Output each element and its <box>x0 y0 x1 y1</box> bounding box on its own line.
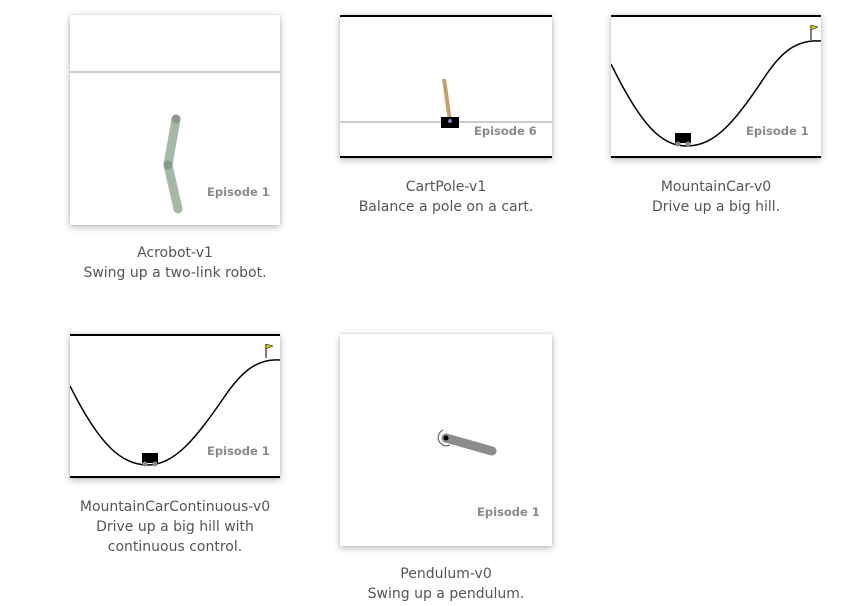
mountaincar-render <box>611 15 821 158</box>
pendulum-render <box>437 429 497 456</box>
env-caption: MountainCar-v0 Drive up a big hill. <box>596 177 836 217</box>
mountaincar-hill <box>611 40 821 147</box>
episode-label: Episode 6 <box>474 124 537 138</box>
mountaincarcontinuous-car <box>142 453 158 463</box>
mountaincarcontinuous-render <box>70 334 280 478</box>
env-description: Balance a pole on a cart. <box>358 199 534 215</box>
env-name[interactable]: Acrobot-v1 <box>137 245 213 261</box>
pendulum-pivot <box>443 435 449 441</box>
acrobot-link-1 <box>163 114 181 170</box>
mountaincarcontinuous-wheel <box>142 461 148 467</box>
cartpole-pole <box>442 78 452 122</box>
env-name[interactable]: CartPole-v1 <box>405 179 487 195</box>
env-caption: CartPole-v1 Balance a pole on a cart. <box>326 177 566 217</box>
acrobot-joint-1 <box>171 114 181 124</box>
episode-label: Episode 1 <box>207 185 270 199</box>
cartpole-render <box>340 15 552 158</box>
env-description: Drive up a big hill with <box>96 519 254 535</box>
mountaincarcontinuous-flag <box>265 343 274 350</box>
episode-label: Episode 1 <box>746 124 809 138</box>
acrobot-link-2 <box>163 160 183 214</box>
mountaincar-wheel <box>675 141 681 147</box>
mountaincar-car <box>675 133 691 143</box>
acrobot-joint-2 <box>163 160 173 170</box>
mountaincarcontinuous-thumbnail[interactable]: Episode 1 <box>70 334 280 478</box>
episode-label: Episode 1 <box>207 444 270 458</box>
mountaincarcontinuous-hill <box>70 359 280 466</box>
mountaincar-wheel <box>685 141 691 147</box>
env-caption: MountainCarContinuous-v0 Drive up a big … <box>55 497 295 557</box>
env-description-line2: continuous control. <box>107 539 243 555</box>
cartpole-axle <box>448 119 452 123</box>
env-description: Swing up a pendulum. <box>367 586 525 602</box>
pendulum-rod <box>441 433 497 456</box>
acrobot-render <box>70 71 280 214</box>
mountaincar-flag <box>810 24 819 31</box>
mountaincarcontinuous-wheel <box>152 461 158 467</box>
env-description: Swing up a two-link robot. <box>83 265 267 281</box>
pendulum-torque-arrow <box>437 429 451 447</box>
env-caption: Pendulum-v0 Swing up a pendulum. <box>326 564 566 604</box>
env-description: Drive up a big hill. <box>651 199 781 215</box>
env-name[interactable]: MountainCar-v0 <box>660 179 772 195</box>
env-caption: Acrobot-v1 Swing up a two-link robot. <box>55 243 295 283</box>
cartpole-thumbnail[interactable]: Episode 6 <box>340 15 552 158</box>
env-name[interactable]: MountainCarContinuous-v0 <box>79 499 271 515</box>
mountaincar-thumbnail[interactable]: Episode 1 <box>611 15 821 158</box>
pendulum-thumbnail[interactable]: Episode 1 <box>340 334 552 546</box>
episode-label: Episode 1 <box>477 505 540 519</box>
acrobot-thumbnail[interactable]: Episode 1 <box>70 15 280 225</box>
env-name[interactable]: Pendulum-v0 <box>400 566 492 582</box>
